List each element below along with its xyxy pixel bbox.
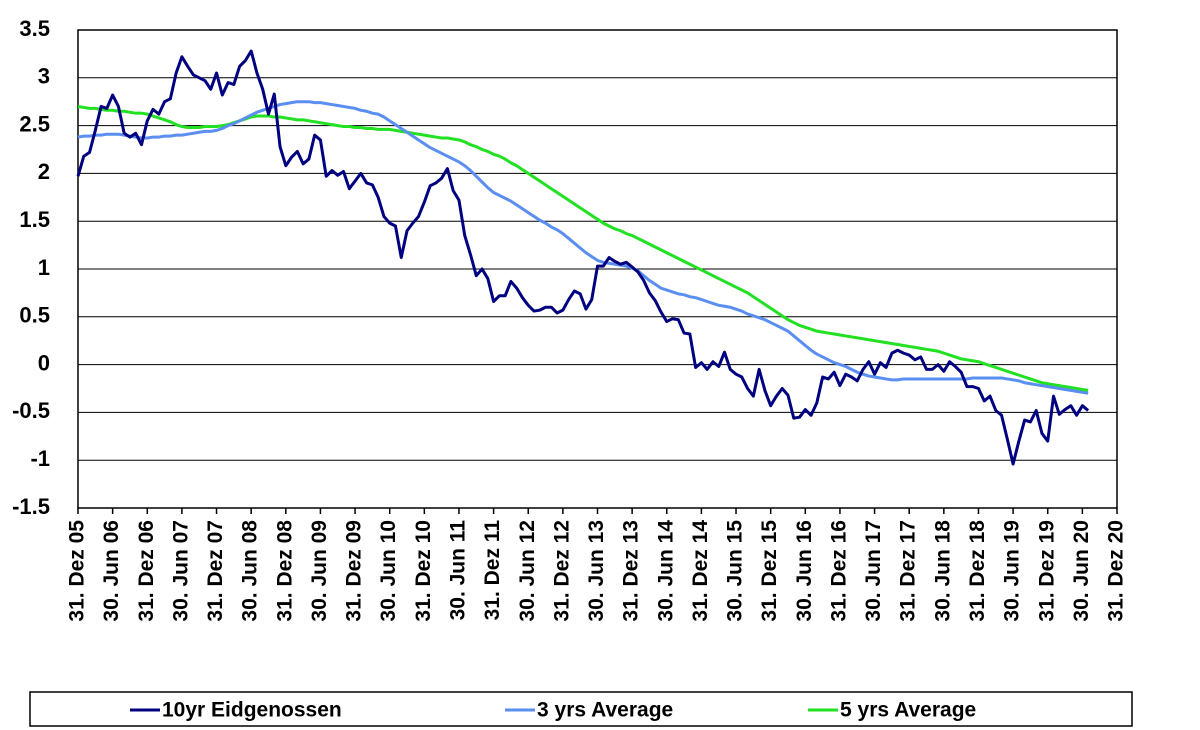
x-tick-label: 31. Dez 18 <box>966 520 989 622</box>
series-line <box>77 100 1089 395</box>
y-tick-label: -1.5 <box>12 494 50 519</box>
x-tick-label: 31. Dez 11 <box>481 520 504 621</box>
series-line <box>76 49 1090 466</box>
x-tick-label: 30. Jun 18 <box>931 520 954 622</box>
x-tick-label: 30. Jun 17 <box>862 520 885 622</box>
x-tick-label: 31. Dez 10 <box>412 520 435 622</box>
x-tick-label: 30. Jun 20 <box>1070 520 1093 622</box>
y-tick-label: 3.5 <box>19 16 50 41</box>
x-tick-label: 31. Dez 14 <box>689 520 712 622</box>
x-tick-label: 30. Jun 14 <box>654 520 677 622</box>
y-tick-label: 3 <box>38 64 50 89</box>
x-tick-label: 31. Dez 08 <box>273 520 296 622</box>
y-tick-label: -0.5 <box>12 398 50 423</box>
x-tick-label: 30. Jun 19 <box>1001 520 1024 622</box>
x-tick-label: 30. Jun 13 <box>585 520 608 622</box>
x-tick-label: 31. Dez 17 <box>897 520 920 622</box>
x-tick-label: 31. Dez 13 <box>620 520 643 622</box>
x-tick-label: 31. Dez 19 <box>1035 520 1058 622</box>
x-tick-label: 30. Jun 09 <box>308 520 331 622</box>
y-tick-label: 1.5 <box>19 207 50 232</box>
x-tick-label: 31. Dez 16 <box>827 520 850 622</box>
x-tick-label: 31. Dez 05 <box>66 520 89 622</box>
y-tick-label: 2.5 <box>19 111 50 136</box>
x-tick-label: 30. Jun 08 <box>239 520 262 622</box>
y-tick-label: 0 <box>38 350 50 375</box>
x-tick-label: 30. Jun 07 <box>169 520 192 622</box>
x-tick-label: 31. Dez 15 <box>758 520 781 622</box>
y-tick-label: -1 <box>30 446 50 471</box>
x-tick-label: 30. Jun 15 <box>724 520 747 622</box>
y-tick-label: 1 <box>38 255 50 280</box>
x-tick-label: 30. Jun 16 <box>793 520 816 622</box>
x-tick-label: 30. Jun 10 <box>377 520 400 622</box>
x-tick-label: 30. Jun 11 <box>447 520 470 621</box>
y-tick-label: 2 <box>38 159 50 184</box>
legend-label: 10yr Eidgenossen <box>162 699 342 722</box>
x-tick-label: 31. Dez 12 <box>550 520 573 622</box>
legend-label: 5 yrs Average <box>840 699 976 722</box>
x-tick-label: 31. Dez 06 <box>135 520 158 622</box>
x-tick-label: 30. Jun 06 <box>100 520 123 622</box>
x-tick-label: 31. Dez 09 <box>343 520 366 622</box>
y-tick-label: 0.5 <box>19 303 50 328</box>
legend-label: 3 yrs Average <box>537 699 673 722</box>
x-tick-label: 31. Dez 07 <box>204 520 227 622</box>
x-tick-label: 30. Jun 12 <box>516 520 539 622</box>
legend-box <box>29 691 1133 727</box>
x-tick-label: 31. Dez 20 <box>1105 520 1128 622</box>
